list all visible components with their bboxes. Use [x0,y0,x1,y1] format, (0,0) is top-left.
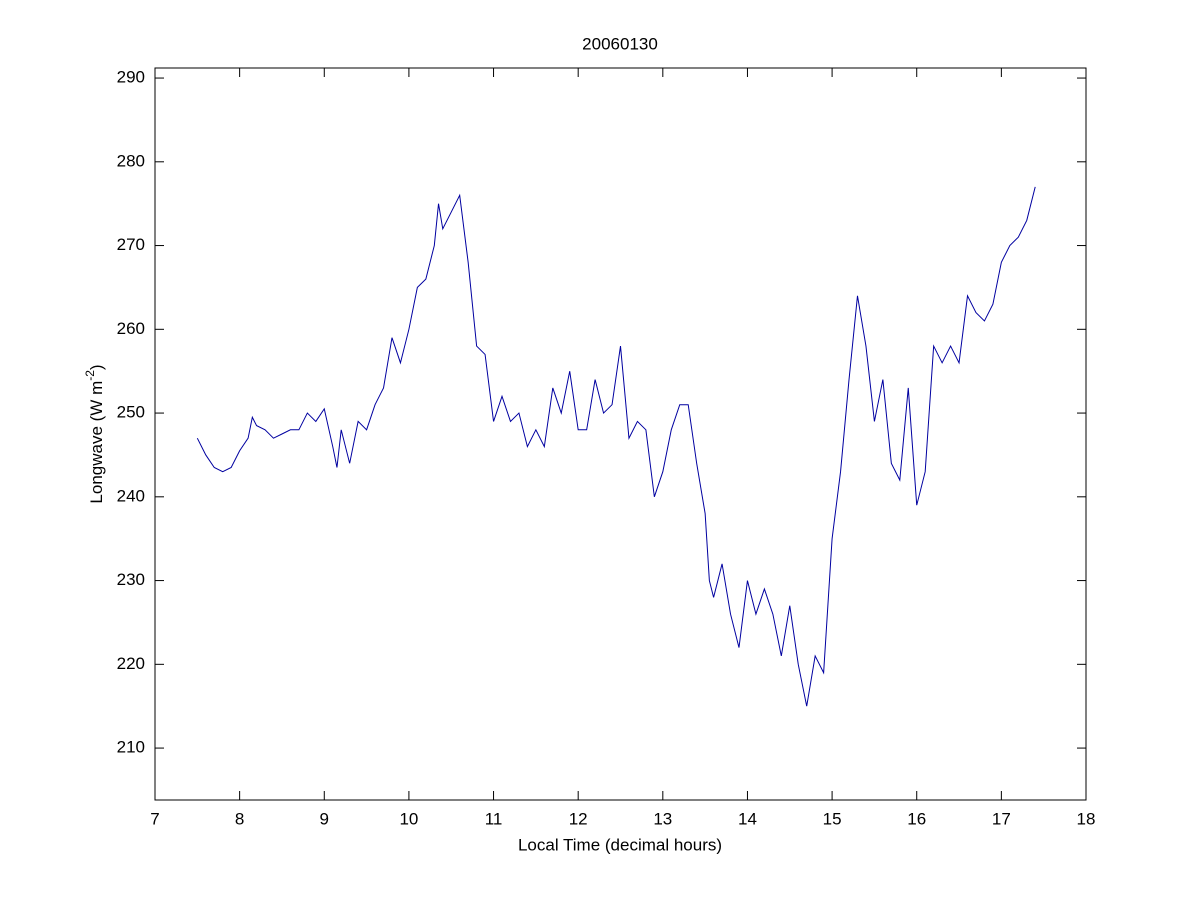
y-tick-label: 230 [117,570,145,589]
y-tick-label: 280 [117,151,145,170]
x-tick-label: 8 [235,809,244,828]
x-axis-label: Local Time (decimal hours) [518,835,722,854]
y-tick-label: 260 [117,319,145,338]
y-axis-label-end: ) [87,364,106,370]
data-line [196,186,1036,707]
y-tick-label: 220 [117,654,145,673]
x-tick-label: 16 [907,809,926,828]
x-tick-label: 14 [738,809,757,828]
x-tick-label: 12 [569,809,588,828]
chart-title: 20060130 [582,34,658,53]
y-axis-label: Longwave (W m-2) [83,364,106,503]
x-tick-label: 9 [320,809,329,828]
x-tick-label: 10 [399,809,418,828]
x-tick-label: 15 [823,809,842,828]
x-tick-label: 7 [150,809,159,828]
y-tick-label: 210 [117,738,145,757]
y-tick-label: 250 [117,403,145,422]
y-tick-label: 290 [117,68,145,87]
y-axis-label-text: Longwave (W m [87,381,106,504]
y-axis-label-sup: -2 [83,370,97,381]
x-tick-label: 18 [1077,809,1096,828]
y-tick-label: 270 [117,235,145,254]
x-tick-label: 13 [653,809,672,828]
plot-area [154,67,1087,801]
x-tick-label: 11 [485,809,503,828]
x-tick-label: 17 [992,809,1011,828]
y-tick-label: 240 [117,486,145,505]
